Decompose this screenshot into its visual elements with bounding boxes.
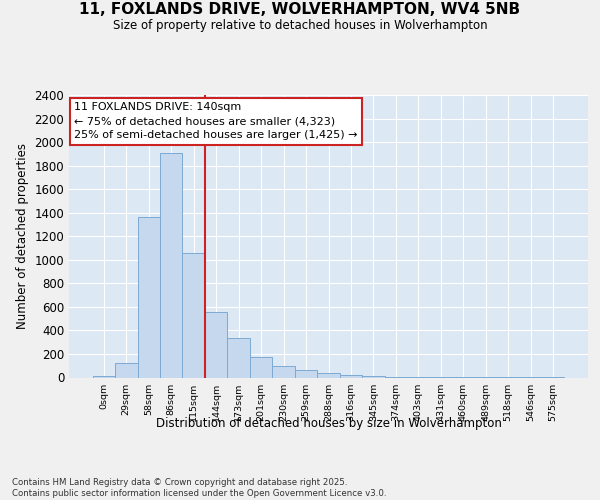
Text: 11 FOXLANDS DRIVE: 140sqm
← 75% of detached houses are smaller (4,323)
25% of se: 11 FOXLANDS DRIVE: 140sqm ← 75% of detac… [74,102,358,140]
Bar [250,358,272,378]
Bar [92,376,115,378]
Text: Size of property relative to detached houses in Wolverhampton: Size of property relative to detached ho… [113,19,487,32]
Bar [115,363,137,378]
Bar [385,377,407,378]
Text: 11, FOXLANDS DRIVE, WOLVERHAMPTON, WV4 5NB: 11, FOXLANDS DRIVE, WOLVERHAMPTON, WV4 5… [79,2,521,18]
Bar [160,152,182,378]
Y-axis label: Number of detached properties: Number of detached properties [16,143,29,329]
Bar [182,254,205,378]
Bar [295,370,317,378]
Bar [272,366,295,378]
Bar [205,312,227,378]
Text: Contains HM Land Registry data © Crown copyright and database right 2025.
Contai: Contains HM Land Registry data © Crown c… [12,478,386,498]
Bar [317,374,340,378]
Bar [137,218,160,378]
Bar [227,338,250,378]
Text: Distribution of detached houses by size in Wolverhampton: Distribution of detached houses by size … [156,418,502,430]
Bar [362,376,385,378]
Bar [340,374,362,378]
Bar [542,377,565,378]
